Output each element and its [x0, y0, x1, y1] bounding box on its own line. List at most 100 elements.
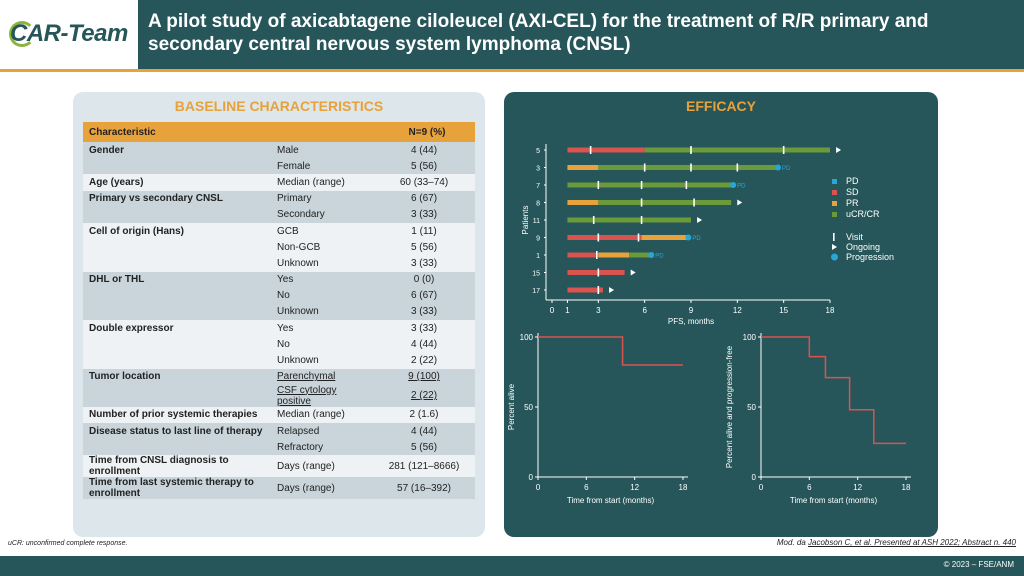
header-divider [138, 69, 1024, 72]
pd-label: PD [782, 166, 791, 172]
visit-marker [589, 146, 592, 154]
slide-title: A pilot study of axicabtagene ciloleucel… [148, 11, 929, 55]
table-row: Gender Male 4 (44) [83, 142, 475, 159]
response-bar [598, 252, 630, 258]
row-characteristic [83, 384, 273, 407]
table-row: Refractory 5 (56) [83, 439, 475, 456]
row-characteristic: Disease status to last line of therapy [83, 423, 273, 440]
km-x-label: Time from start (months) [790, 496, 878, 505]
patient-label: 17 [532, 288, 540, 295]
table-row: Time from CNSL diagnosis to enrollment Da… [83, 455, 475, 478]
row-characteristic: Tumor location [83, 368, 273, 385]
row-characteristic: Double expressor [83, 320, 273, 337]
patient-label: 15 [532, 271, 540, 278]
patient-label: 11 [533, 218, 540, 225]
table-row: Tumor location Parenchymal 9 (100) [83, 368, 475, 385]
row-characteristic: Cell of origin (Hans) [83, 222, 273, 240]
row-value: 4 (44) [373, 336, 475, 353]
table-header-row: Characteristic N=9 (%) [83, 122, 475, 142]
footer-bar: © 2023 – FSE/ANM [0, 556, 1024, 576]
legend-visit-icon [833, 233, 835, 241]
response-bar [567, 182, 732, 188]
row-value: 0 (0) [373, 271, 475, 288]
row-characteristic: Number of prior systemic therapies [83, 406, 273, 423]
row-value: 4 (44) [373, 423, 475, 440]
row-subcategory: Yes [273, 271, 373, 288]
response-bar [641, 235, 687, 240]
row-subcategory: Female [273, 158, 373, 175]
legend-label: PD [846, 176, 859, 186]
pd-label: PD [692, 236, 701, 242]
km-x-tick-label: 6 [807, 483, 812, 492]
legend-swatch [832, 212, 837, 217]
row-subcategory: Median (range) [273, 406, 373, 423]
ongoing-marker [697, 217, 703, 223]
row-characteristic: Time from last systemic therapy to enrol… [83, 477, 273, 500]
visit-marker [736, 163, 739, 172]
response-bar [567, 165, 599, 170]
visit-marker [595, 251, 598, 259]
col-n: N=9 (%) [373, 122, 475, 142]
ref-link[interactable]: Jacobson C, et al. Presented at ASH 2022… [808, 538, 1016, 547]
table-row: Number of prior systemic therapies Median… [83, 406, 475, 423]
row-value: 2 (22) [373, 352, 475, 369]
legend-label: Progression [846, 252, 894, 262]
footnote: uCR: unconfirmed complete response. [8, 540, 128, 547]
row-value: 1 (11) [373, 222, 475, 240]
legend-swatch [832, 201, 837, 206]
patient-label: 1 [536, 253, 540, 260]
km-y-label: Percent alive [507, 383, 516, 430]
efficacy-title: EFFICACY [686, 98, 756, 114]
legend-label: Visit [846, 232, 863, 242]
visit-marker [597, 268, 600, 277]
pd-label: PD [737, 184, 746, 190]
visit-marker [690, 163, 692, 172]
row-value: 4 (44) [373, 142, 475, 159]
row-value: 3 (33) [373, 206, 475, 223]
visit-marker [640, 216, 643, 224]
km-x-tick-label: 0 [536, 483, 541, 492]
row-subcategory: Unknown [273, 255, 373, 272]
visit-marker [640, 181, 643, 189]
visit-marker [597, 233, 600, 242]
row-value: 5 (56) [373, 239, 475, 256]
km-x-tick-label: 18 [902, 483, 911, 492]
table-row: No 4 (44) [83, 336, 475, 353]
km-curve [538, 336, 683, 366]
row-value: 2 (22) [373, 384, 475, 407]
legend-label: uCR/CR [846, 209, 880, 219]
swimmer-x-tick-label: 0 [550, 306, 555, 315]
row-value: 5 (56) [373, 158, 475, 175]
table-row: No 6 (67) [83, 287, 475, 304]
row-subcategory: Days (range) [273, 477, 373, 500]
swimmer-x-tick-label: 9 [689, 306, 694, 315]
response-bar [567, 147, 645, 153]
table-body: Gender Male 4 (44) Female 5 (56) Age (years) M… [83, 142, 475, 500]
row-value: 3 (33) [373, 303, 475, 321]
row-characteristic: Time from CNSL diagnosis to enrollment [83, 455, 273, 478]
visit-marker [637, 233, 640, 242]
swimmer-y-label: Patients [521, 206, 530, 235]
progression-marker [774, 164, 781, 171]
row-subcategory: Unknown [273, 303, 373, 321]
row-characteristic [83, 255, 273, 272]
km-y-tick-label: 0 [529, 473, 534, 482]
visit-marker [690, 146, 692, 154]
legend-label: SD [846, 187, 859, 197]
logo-ring-icon [9, 21, 35, 47]
ref-prefix: Mod. da [776, 538, 806, 547]
table-row: Female 5 (56) [83, 158, 475, 175]
ongoing-marker [630, 269, 636, 276]
row-value: 2 (1.6) [373, 406, 475, 423]
baseline-title: BASELINE CHARACTERISTICS [174, 98, 384, 114]
efficacy-panel: EFFICACY 0 1 3 6 9 12 15 18 PFS, months Patients 5… [504, 92, 938, 537]
row-subcategory: Refractory [273, 439, 373, 456]
row-characteristic [83, 439, 273, 456]
table-row: CSF cytology positive 2 (22) [83, 384, 475, 407]
row-subcategory: GCB [273, 222, 373, 240]
row-characteristic [83, 239, 273, 256]
km-y-tick-label: 50 [747, 403, 756, 412]
table-row: Unknown 2 (22) [83, 352, 475, 369]
row-subcategory: Days (range) [273, 455, 373, 478]
